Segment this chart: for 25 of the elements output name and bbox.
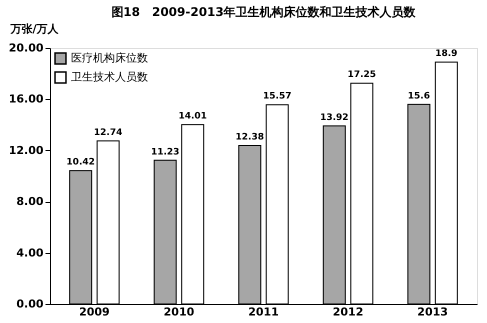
x-tick-label: 2012	[332, 306, 364, 318]
data-label: 11.23	[150, 147, 180, 158]
x-tick-label: 2013	[417, 306, 448, 318]
data-label: 18.9	[435, 49, 458, 60]
y-tick-label: 0.00	[16, 298, 44, 310]
y-tick-label: 16.00	[8, 92, 44, 106]
y-tick-label: 8.00	[16, 195, 44, 208]
data-label: 13.92	[320, 112, 349, 123]
x-tick-label: 2010	[164, 306, 195, 318]
y-tick-label: 20.00	[8, 42, 44, 54]
data-label: 17.25	[348, 70, 376, 80]
y-tick-label: 12.00	[8, 144, 44, 157]
chart-title: 图18 2009-2013年卫生机构床位数和卫生技术人员数	[111, 5, 417, 19]
data-label: 12.74	[94, 128, 122, 138]
y-tick-label: 4.00	[16, 246, 44, 260]
legend-label: 医疗机构床位数	[71, 52, 148, 64]
data-label: 10.42	[66, 158, 95, 168]
data-label: 12.38	[236, 132, 264, 143]
data-label: 15.57	[263, 92, 292, 102]
y-axis-title: 万张/万人	[10, 22, 60, 36]
x-tick-label: 2011	[248, 306, 279, 318]
data-label: 15.6	[408, 91, 430, 102]
legend-label: 卫生技术人员数	[71, 70, 148, 84]
data-label: 14.01	[178, 112, 207, 122]
x-tick-label: 2009	[79, 306, 110, 318]
